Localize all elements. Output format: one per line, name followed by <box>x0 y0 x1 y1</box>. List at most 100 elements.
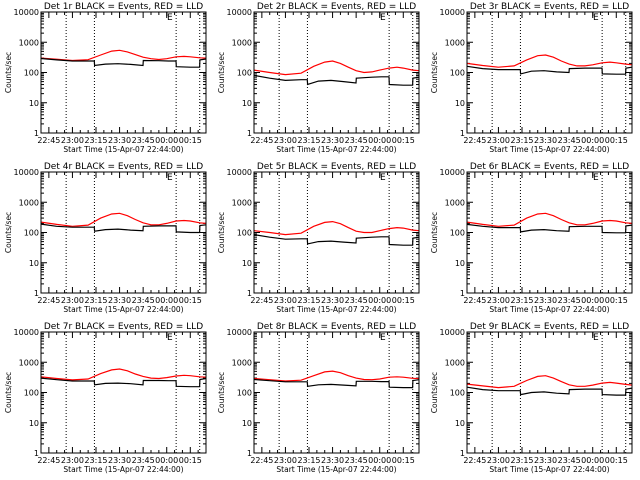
y-tick-label: 1 <box>247 129 252 138</box>
y-tick-label: 1 <box>460 289 465 298</box>
x-tick-label: 23:30 <box>321 456 344 465</box>
series-line-lld <box>40 368 207 381</box>
x-tick-label: 23:45 <box>345 456 368 465</box>
x-tick-label: 22:45 <box>37 136 60 145</box>
plot-frame <box>253 11 420 134</box>
x-axis-label: Start Time (15-Apr-07 22:44:00) <box>489 465 609 474</box>
panel-title: Det 9r BLACK = Events, RED = LLD <box>470 322 629 332</box>
chart-panel-9: Det 9r BLACK = Events, RED = LLD 1 10 100 10… <box>430 322 633 474</box>
series-line-events <box>466 223 633 234</box>
plot-frame <box>466 11 633 134</box>
y-tick-label: 10 <box>455 259 465 268</box>
y-tick-label: 10000 <box>227 8 252 17</box>
chart-panel-6: Det 6r BLACK = Events, RED = LLD 1 10 100 10… <box>430 162 633 314</box>
x-tick-label: 23:15 <box>84 136 107 145</box>
y-tick-label: 1000 <box>445 198 465 207</box>
x-tick-label: 23:00 <box>487 296 510 305</box>
x-tick-label: 22:45 <box>37 456 60 465</box>
series-line-events <box>40 57 207 68</box>
series-line-events <box>466 65 633 75</box>
x-tick-label: 22:45 <box>250 136 273 145</box>
y-tick-label: 10000 <box>227 328 252 337</box>
x-axis-label: Start Time (15-Apr-07 22:44:00) <box>276 305 396 314</box>
series-line-lld <box>253 220 420 236</box>
x-tick-label: 23:45 <box>558 296 581 305</box>
x-tick-label: 22:45 <box>37 296 60 305</box>
y-tick-label: 100 <box>237 229 252 238</box>
panel-title: Det 6r BLACK = Events, RED = LLD <box>470 162 629 172</box>
x-tick-label: 23:15 <box>510 456 533 465</box>
x-tick-label: 00:15 <box>605 296 628 305</box>
x-tick-label: 00:00 <box>581 456 604 465</box>
y-tick-label: 1000 <box>19 38 39 47</box>
y-tick-label: 10 <box>242 99 252 108</box>
x-axis-label: Start Time (15-Apr-07 22:44:00) <box>489 305 609 314</box>
x-tick-label: 23:30 <box>108 136 131 145</box>
y-tick-label: 1000 <box>19 358 39 367</box>
y-axis-label: Counts/sec <box>430 372 439 413</box>
x-tick-label: 23:00 <box>274 456 297 465</box>
series-line-lld <box>466 375 633 389</box>
chart-panel-8: Det 8r BLACK = Events, RED = LLD 1 10 100 10… <box>217 322 420 474</box>
y-axis-label: Counts/sec <box>4 212 13 253</box>
y-tick-label: 10000 <box>440 168 465 177</box>
y-axis-label: Counts/sec <box>4 372 13 413</box>
y-tick-label: 10 <box>455 419 465 428</box>
x-tick-label: 23:15 <box>510 296 533 305</box>
y-axis-label: Counts/sec <box>430 52 439 93</box>
x-tick-label: 00:15 <box>179 136 202 145</box>
y-tick-label: 100 <box>237 389 252 398</box>
x-tick-label: 23:00 <box>61 296 84 305</box>
x-tick-label: 22:45 <box>463 296 486 305</box>
x-tick-label: 00:15 <box>392 136 415 145</box>
y-tick-label: 1 <box>34 449 39 458</box>
plot-frame <box>466 331 633 454</box>
y-tick-label: 10 <box>29 419 39 428</box>
y-axis-label: Counts/sec <box>4 52 13 93</box>
x-tick-label: 00:00 <box>155 296 178 305</box>
y-tick-label: 10000 <box>14 8 39 17</box>
plot-frame <box>253 171 420 294</box>
x-tick-label: 00:15 <box>179 456 202 465</box>
x-tick-label: 00:15 <box>392 296 415 305</box>
y-tick-label: 100 <box>24 69 39 78</box>
y-tick-label: 1000 <box>232 358 252 367</box>
chart-panel-4: Det 4r BLACK = Events, RED = LLD 1 10 100 10… <box>4 162 207 314</box>
y-axis-label: Counts/sec <box>217 212 226 253</box>
x-tick-label: 23:30 <box>534 296 557 305</box>
series-line-lld <box>253 60 420 76</box>
x-tick-label: 23:00 <box>274 136 297 145</box>
x-tick-label: 23:45 <box>558 136 581 145</box>
x-tick-label: 22:45 <box>463 456 486 465</box>
chart-panel-7: Det 7r BLACK = Events, RED = LLD 1 10 100 10… <box>4 322 207 474</box>
panel-title: Det 5r BLACK = Events, RED = LLD <box>257 162 416 172</box>
series-line-lld <box>40 49 207 62</box>
series-line-events <box>253 378 420 389</box>
y-tick-label: 1 <box>460 129 465 138</box>
x-tick-label: 23:45 <box>558 456 581 465</box>
chart-panel-3: Det 3r BLACK = Events, RED = LLD 1 10 100 10… <box>430 2 633 154</box>
x-tick-label: 23:15 <box>84 456 107 465</box>
series-line-events <box>253 74 420 86</box>
y-tick-label: 1 <box>34 289 39 298</box>
x-tick-label: 00:15 <box>392 456 415 465</box>
y-tick-label: 10 <box>242 259 252 268</box>
x-tick-label: 00:15 <box>605 456 628 465</box>
y-tick-label: 1 <box>460 449 465 458</box>
y-tick-label: 1 <box>247 449 252 458</box>
y-tick-label: 1000 <box>19 198 39 207</box>
x-tick-label: 00:15 <box>605 136 628 145</box>
x-tick-label: 23:00 <box>487 136 510 145</box>
y-tick-label: 100 <box>450 229 465 238</box>
y-tick-label: 100 <box>450 389 465 398</box>
x-tick-label: 23:00 <box>487 456 510 465</box>
x-tick-label: 23:00 <box>274 296 297 305</box>
x-tick-label: 23:45 <box>132 456 155 465</box>
marker-e-label: E <box>593 333 599 343</box>
panel-title: Det 2r BLACK = Events, RED = LLD <box>257 2 416 12</box>
x-axis-label: Start Time (15-Apr-07 22:44:00) <box>489 145 609 154</box>
x-axis-label: Start Time (15-Apr-07 22:44:00) <box>63 145 183 154</box>
y-tick-label: 1000 <box>445 38 465 47</box>
chart-panel-5: Det 5r BLACK = Events, RED = LLD 1 10 100 10… <box>217 162 420 314</box>
